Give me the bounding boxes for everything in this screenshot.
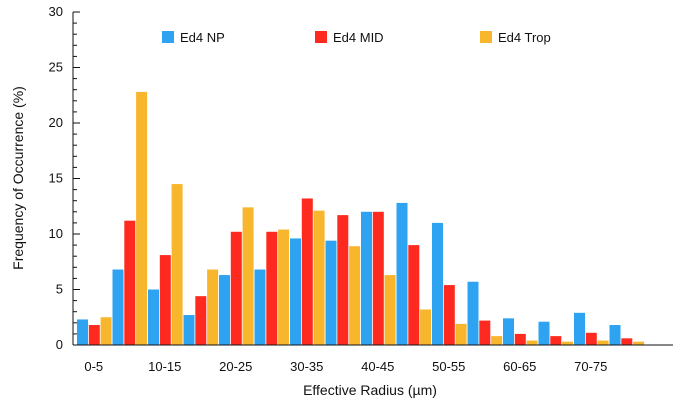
y-tick-label: 25 bbox=[49, 60, 63, 75]
bar-ed4-trop-40-45 bbox=[384, 275, 396, 345]
bar-ed4-np-15-20 bbox=[183, 315, 195, 345]
ticks-layer: 0 5 10 15 20 25 30 0-5 10-15 20-25 30-35 40-45 50-55… bbox=[49, 4, 608, 374]
x-tick-label: 70-75 bbox=[574, 359, 607, 374]
bar-ed4-trop-20-25 bbox=[242, 207, 254, 345]
legend-swatch-ed4-mid bbox=[315, 31, 327, 43]
bar-ed4-mid-65-70 bbox=[550, 336, 562, 345]
x-tick-label: 30-35 bbox=[290, 359, 323, 374]
bar-ed4-mid-75-80 bbox=[621, 338, 633, 345]
bar-ed4-np-55-60 bbox=[467, 281, 479, 345]
legend: Ed4 NP Ed4 MID Ed4 Trop bbox=[162, 30, 551, 45]
bar-ed4-trop-50-55 bbox=[455, 323, 467, 345]
bar-ed4-mid-45-50 bbox=[408, 245, 420, 345]
bar-ed4-mid-0-5 bbox=[88, 325, 100, 345]
bar-ed4-np-60-65 bbox=[503, 318, 514, 345]
bar-ed4-np-65-70 bbox=[538, 321, 550, 345]
bar-ed4-trop-0-5 bbox=[100, 317, 112, 345]
x-tick-label: 0-5 bbox=[84, 359, 103, 374]
bar-ed4-np-10-15 bbox=[148, 289, 159, 345]
bar-ed4-trop-15-20 bbox=[207, 269, 219, 345]
bar-ed4-mid-60-65 bbox=[514, 333, 526, 345]
bar-ed4-mid-55-60 bbox=[479, 320, 491, 345]
bar-ed4-mid-35-40 bbox=[337, 215, 349, 345]
legend-label: Ed4 MID bbox=[333, 30, 384, 45]
bar-ed4-trop-70-75 bbox=[597, 340, 609, 345]
y-tick-label: 20 bbox=[49, 115, 63, 130]
bar-ed4-mid-10-15 bbox=[159, 255, 171, 345]
bar-ed4-trop-25-30 bbox=[278, 229, 290, 345]
bar-ed4-mid-20-25 bbox=[230, 231, 242, 345]
bar-ed4-np-30-35 bbox=[290, 238, 301, 345]
bar-ed4-mid-50-55 bbox=[443, 285, 455, 345]
bar-ed4-mid-70-75 bbox=[585, 332, 597, 345]
bar-ed4-np-70-75 bbox=[574, 312, 585, 345]
y-tick-label: 10 bbox=[49, 226, 63, 241]
bar-ed4-trop-45-50 bbox=[420, 309, 432, 345]
legend-label: Ed4 NP bbox=[180, 30, 225, 45]
legend-swatch-ed4-trop bbox=[480, 31, 492, 43]
bar-ed4-np-20-25 bbox=[219, 275, 230, 345]
legend-label: Ed4 Trop bbox=[498, 30, 551, 45]
y-axis-title: Frequency of Occurrence (%) bbox=[10, 86, 26, 270]
bar-ed4-trop-5-10 bbox=[136, 91, 148, 345]
bar-ed4-np-35-40 bbox=[325, 240, 337, 345]
bar-ed4-trop-35-40 bbox=[349, 246, 361, 345]
y-tick-label: 0 bbox=[56, 337, 63, 352]
x-tick-label: 40-45 bbox=[361, 359, 394, 374]
x-axis-title: Effective Radius (µm) bbox=[303, 382, 437, 398]
bar-ed4-np-40-45 bbox=[361, 211, 372, 345]
bar-ed4-np-45-50 bbox=[396, 202, 408, 345]
x-tick-label: 10-15 bbox=[148, 359, 181, 374]
legend-swatch-ed4-np bbox=[162, 31, 174, 43]
bar-ed4-np-75-80 bbox=[609, 325, 621, 345]
bar-ed4-mid-15-20 bbox=[195, 296, 207, 345]
bar-ed4-trop-60-65 bbox=[526, 340, 538, 345]
bar-ed4-np-25-30 bbox=[254, 269, 266, 345]
y-tick-label: 15 bbox=[49, 171, 63, 186]
x-tick-label: 60-65 bbox=[503, 359, 536, 374]
bar-ed4-mid-25-30 bbox=[266, 231, 278, 345]
bar-ed4-np-5-10 bbox=[112, 269, 124, 345]
bar-ed4-np-50-55 bbox=[432, 222, 443, 345]
y-tick-label: 5 bbox=[56, 282, 63, 297]
bar-ed4-trop-75-80 bbox=[633, 341, 645, 345]
bar-ed4-trop-10-15 bbox=[171, 184, 183, 345]
y-tick-label: 30 bbox=[49, 4, 63, 19]
bar-ed4-trop-55-60 bbox=[491, 336, 503, 345]
x-tick-label: 50-55 bbox=[432, 359, 465, 374]
bar-ed4-trop-65-70 bbox=[562, 341, 574, 345]
bar-ed4-mid-30-35 bbox=[301, 198, 313, 345]
bar-ed4-mid-5-10 bbox=[124, 220, 136, 345]
bars-layer bbox=[77, 91, 645, 345]
x-tick-label: 20-25 bbox=[219, 359, 252, 374]
bar-ed4-np-0-5 bbox=[77, 319, 88, 345]
bar-ed4-mid-40-45 bbox=[372, 211, 384, 345]
bar-ed4-trop-30-35 bbox=[313, 210, 325, 345]
